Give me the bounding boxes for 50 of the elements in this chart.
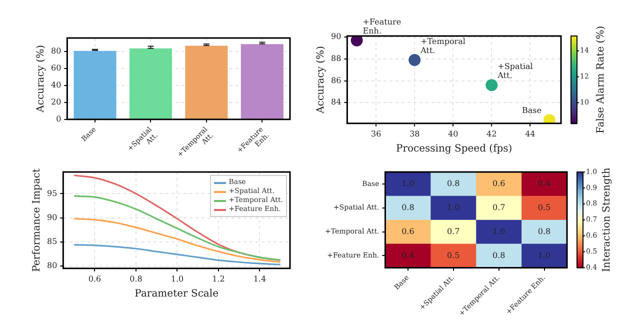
x-tick-label: 1.0	[170, 274, 184, 284]
y-axis-title: Accuracy (%)	[316, 46, 327, 114]
data-label: 1.0	[447, 202, 460, 212]
data-label: 0.6	[492, 179, 506, 188]
y-tick-label: 90	[46, 212, 58, 222]
annotation: +Feature Enh.	[362, 17, 402, 36]
data-label: 0.7	[492, 202, 506, 212]
y-tick-label: 0	[56, 114, 62, 124]
annotation: Base	[522, 106, 542, 116]
data-label: 1.0	[402, 179, 414, 188]
data-label: 0.8	[492, 250, 506, 260]
data-label: 0.8	[538, 226, 551, 236]
y-tick-label: 88	[330, 54, 342, 64]
x-axis-title: Parameter Scale	[134, 288, 219, 300]
y-tick-label: 80	[50, 46, 62, 56]
x-axis-title: Processing Speed (fps)	[396, 144, 512, 155]
data-label: 0.4	[538, 179, 551, 188]
y-axis-title: Performance Impact	[32, 168, 43, 272]
y-tick-label: 80	[46, 261, 58, 270]
x-tick-label: 40	[448, 129, 458, 138]
annotation: +Temporal Att.	[420, 37, 466, 56]
color-bar-title: Interaction Strength	[602, 167, 613, 272]
x-tick-label: 38	[410, 129, 420, 138]
annotation: +Spatial Att.	[496, 62, 534, 80]
x-tick-label: 0.6	[88, 274, 102, 284]
data-label: 0.7	[447, 226, 460, 236]
x-tick-label: 0.8	[130, 274, 142, 284]
data-label: 0.5	[447, 250, 460, 260]
y-tick-label: 20	[50, 98, 62, 107]
data-label: 0.5	[538, 202, 551, 212]
y-tick-label: 90	[330, 32, 342, 42]
data-label: 0.8	[402, 202, 414, 212]
y-tick-label: 84	[330, 98, 342, 107]
color-bar-title: False Alarm Rate (%)	[596, 26, 607, 134]
y-tick-label: 86	[330, 76, 342, 85]
x-tick-label: 1.2	[212, 274, 225, 284]
data-label: 0.8	[447, 179, 460, 188]
y-tick-label: 40	[50, 80, 62, 90]
data-label: 1.0	[492, 226, 506, 236]
data-label: 1.0	[538, 250, 551, 260]
x-tick-label: 42	[486, 129, 497, 138]
y-tick-label: 85	[46, 236, 58, 246]
x-tick-label: 36	[370, 129, 382, 138]
data-label: 0.6	[402, 226, 414, 236]
x-tick-label: 1.4	[253, 274, 266, 284]
data-label: 0.4	[402, 250, 414, 260]
y-tick-label: 95	[46, 188, 58, 198]
x-tick-label: 44	[525, 129, 536, 138]
y-tick-label: 60	[50, 64, 62, 73]
y-axis-title: Accuracy (%)	[36, 44, 47, 114]
